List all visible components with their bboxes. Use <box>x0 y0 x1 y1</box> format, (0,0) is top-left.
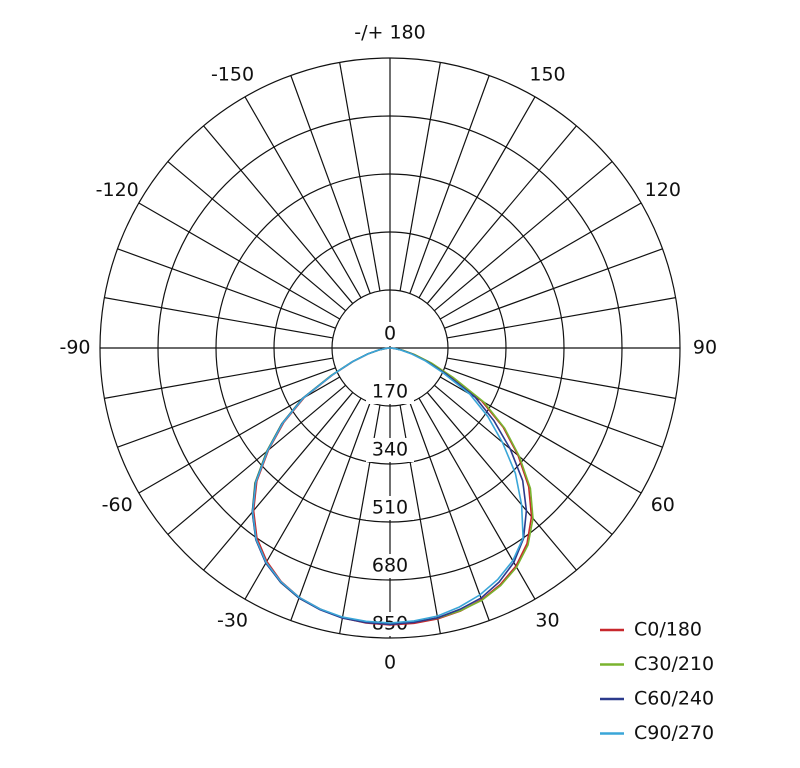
angle-tick-label: 30 <box>535 609 559 631</box>
legend-label: C30/210 <box>634 653 714 675</box>
angle-tick-label: -150 <box>211 64 254 86</box>
r-label-bg <box>366 380 414 404</box>
grid-circle <box>331 289 449 407</box>
r-label-bg <box>366 496 414 520</box>
angle-tick-label: 120 <box>645 179 681 201</box>
angle-tick-label: 60 <box>651 494 675 516</box>
angle-tick-label: 150 <box>529 64 565 86</box>
grid-circle <box>215 173 565 523</box>
r-tick-label: 340 <box>372 439 408 461</box>
legend-label: C60/240 <box>634 688 714 710</box>
series-line <box>251 347 524 624</box>
legend-label: C0/180 <box>634 619 702 641</box>
r-tick-label: 510 <box>372 497 408 519</box>
r-tick-label: 170 <box>372 381 408 403</box>
r-tick-label: 680 <box>372 555 408 577</box>
grid-circle <box>273 231 507 465</box>
r-tick-label: 0 <box>384 323 396 345</box>
legend-label: C90/270 <box>634 722 714 744</box>
angle-tick-label: 90 <box>693 337 717 359</box>
grid-circle <box>157 115 623 581</box>
angle-tick-label: -60 <box>102 494 133 516</box>
angle-tick-label: -90 <box>59 337 90 359</box>
angle-tick-label: -/+ 180 <box>354 22 425 44</box>
r-label-bg <box>366 554 414 578</box>
angle-tick-label: -30 <box>217 609 248 631</box>
angle-tick-label: -120 <box>96 179 139 201</box>
r-label-bg <box>366 438 414 462</box>
angle-tick-label: 0 <box>384 652 396 674</box>
r-label-bg <box>366 322 414 346</box>
grid-circle <box>99 57 681 639</box>
